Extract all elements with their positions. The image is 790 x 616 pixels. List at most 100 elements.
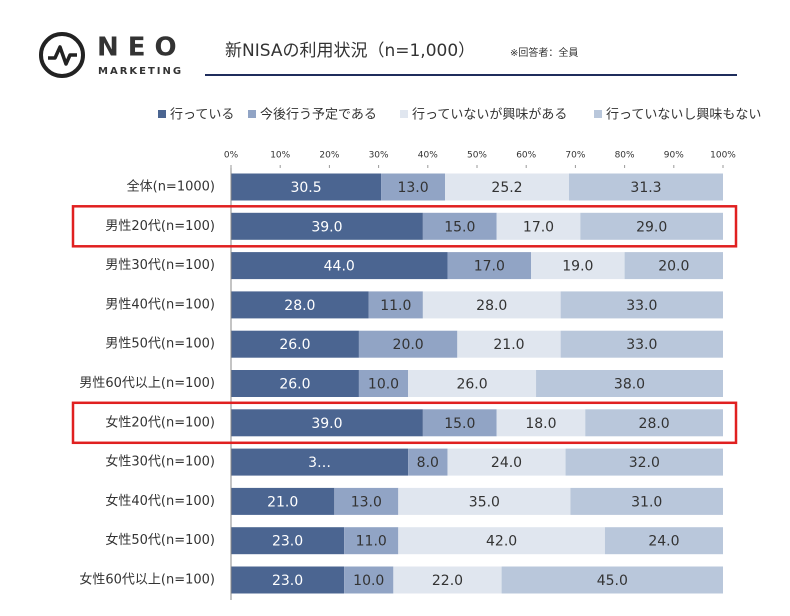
value-label: 35.0 [469, 494, 500, 510]
legend-label: 行っていないし興味もない [606, 108, 761, 123]
legend-swatch [400, 110, 408, 118]
value-label: 23.0 [272, 573, 303, 589]
bar-segment [358, 330, 458, 358]
highlight-box [71, 205, 738, 248]
bar-segment [580, 212, 723, 240]
value-label: 31.0 [631, 494, 662, 510]
x-tick-label: 80% [615, 151, 635, 161]
bar-segment [231, 527, 345, 555]
value-label: 20.0 [658, 259, 689, 275]
bar-segment [624, 252, 723, 280]
value-label: 26.0 [279, 337, 310, 353]
y-tick-label: 男性50代(n=100) [105, 337, 215, 352]
legend-swatch [158, 110, 166, 118]
bar-segment [368, 291, 423, 319]
bar-segment [565, 448, 723, 476]
x-tick-label: 10% [270, 151, 290, 161]
bar-segment [604, 527, 723, 555]
bar-segment [531, 252, 625, 280]
value-label: 28.0 [476, 298, 507, 314]
highlight-box [71, 401, 738, 445]
value-label: 17.0 [523, 219, 554, 235]
value-label: 19.0 [562, 259, 593, 275]
bar-segment [231, 409, 423, 437]
value-label: 10.0 [368, 377, 399, 393]
bar-segment [585, 409, 723, 437]
bar-segment [422, 291, 561, 319]
y-tick-label: 女性60代以上(n=100) [79, 572, 215, 588]
bar-segment [231, 566, 345, 594]
bar-segment [231, 212, 423, 240]
bar-segment [231, 173, 382, 201]
value-label: 38.0 [614, 377, 645, 393]
value-label: 45.0 [597, 573, 628, 589]
value-label: 44.0 [324, 259, 355, 275]
y-tick-label: 男性20代(n=100) [105, 219, 215, 234]
y-tick-label: 全体(n=1000) [127, 179, 215, 195]
value-label: 42.0 [486, 534, 517, 550]
value-label: 28.0 [284, 298, 315, 314]
bar-segment [393, 566, 502, 594]
x-tick-label: 70% [565, 151, 585, 161]
value-label: 33.0 [626, 337, 657, 353]
value-label: 11.0 [380, 298, 411, 314]
value-label: 39.0 [311, 219, 342, 235]
value-label: 24.0 [491, 455, 522, 471]
value-label: 24.0 [648, 534, 679, 550]
legend-label: 行っている [170, 108, 234, 123]
value-label: 39.0 [311, 416, 342, 432]
y-tick-label: 男性60代以上(n=100) [79, 376, 215, 391]
value-label: 17.0 [474, 259, 505, 275]
bar-segment [398, 527, 605, 555]
bar-segment [231, 291, 369, 319]
value-label: 8.0 [417, 455, 439, 471]
value-label: 32.0 [629, 455, 660, 471]
bar-segment [457, 330, 561, 358]
y-tick-label: 男性40代(n=100) [105, 297, 215, 312]
bar-segment [334, 487, 399, 515]
x-tick-label: 0% [224, 151, 239, 161]
bar-segment [381, 173, 446, 201]
legend-label: 今後行う予定である [260, 107, 377, 123]
value-label: 23.0 [272, 534, 303, 550]
chart-title: 新NISAの利用状況（n=1,000） [225, 41, 475, 61]
logo: NEO MARKETING [39, 32, 181, 78]
value-label: 22.0 [432, 573, 463, 589]
value-label: 33.0 [626, 298, 657, 314]
bar-segment [560, 330, 723, 358]
value-label: 15.0 [444, 219, 475, 235]
bar-segment [408, 370, 537, 397]
value-label: 30.5 [290, 180, 321, 196]
bar-segment [231, 252, 448, 280]
value-label: 26.0 [279, 377, 310, 393]
y-tick-label: 男性30代(n=100) [105, 258, 215, 273]
bar-segment [358, 370, 409, 397]
value-label: 26.0 [456, 377, 487, 393]
legend-swatch [248, 110, 256, 118]
bar-segment [398, 487, 571, 515]
bar-segment [231, 330, 359, 358]
bar-segment [496, 409, 586, 437]
chart-note: ※回答者：全員 [510, 46, 578, 59]
bar-segment [496, 212, 581, 240]
bar-segment [447, 252, 532, 280]
value-label: 29.0 [636, 219, 667, 235]
bar-segment [231, 448, 409, 476]
logo-wave [48, 45, 77, 66]
y-tick-label: 女性20代(n=100) [105, 414, 215, 430]
value-label: 25.2 [491, 180, 522, 196]
bar-segment [231, 370, 359, 397]
legend-swatch [594, 110, 602, 118]
logo-ring [39, 32, 85, 78]
bar-segment [422, 212, 497, 240]
value-label: 13.0 [397, 180, 428, 196]
bar-segment [569, 173, 723, 201]
bar-segment [344, 566, 394, 594]
y-tick-label: 女性30代(n=100) [105, 454, 215, 470]
x-tick-label: 20% [319, 151, 339, 161]
value-label: 18.0 [525, 416, 556, 432]
value-label: 11.0 [356, 534, 387, 550]
value-label: 13.0 [351, 494, 382, 510]
x-tick-label: 50% [467, 151, 487, 161]
x-tick-label: 60% [516, 151, 536, 161]
